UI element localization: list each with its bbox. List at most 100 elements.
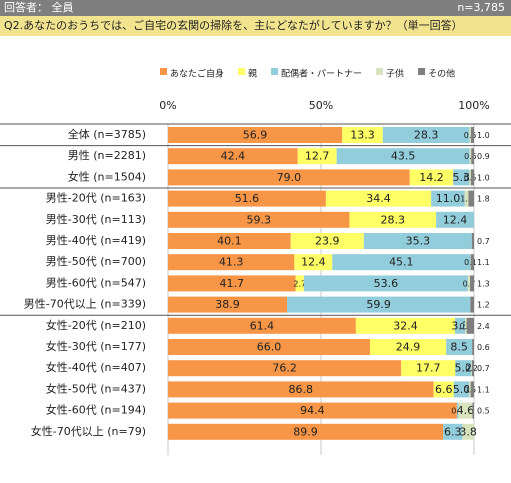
row-label: 男性-70代以上 (n=339) (24, 297, 146, 311)
bar-segment (453, 169, 470, 186)
data-label: 79.0 (277, 171, 302, 184)
row-label: 女性-70代以上 (n=79) (31, 424, 146, 438)
row-label: 男性-20代 (n=163) (46, 191, 146, 205)
legend-label-3: 子供 (386, 68, 404, 80)
bar-segment (168, 317, 356, 334)
bar-segment (295, 275, 304, 292)
data-label: 11.0 (436, 192, 461, 205)
bar-segment (168, 381, 434, 398)
data-label: 0.1 (464, 258, 477, 267)
bar-segment (168, 275, 296, 292)
bar-segment (332, 254, 471, 271)
bar-segment (168, 402, 457, 419)
data-label: 4.6 (457, 404, 475, 417)
bar-segment (466, 317, 474, 334)
row-label: 男性-30代 (n=113) (46, 212, 146, 226)
data-label: 1.8 (477, 195, 490, 204)
data-label: 0.7 (463, 279, 476, 288)
bar-segment (409, 169, 454, 186)
bar-segment (325, 190, 432, 207)
legend-swatch-4 (418, 68, 426, 75)
data-label: 0.2 (465, 364, 478, 373)
bar-segment (349, 211, 437, 228)
data-label: 5.2 (455, 362, 473, 375)
x-tick-label-2: 100% (458, 99, 489, 112)
bar-segment (468, 190, 474, 207)
data-label: 35.3 (406, 235, 431, 248)
data-label: 13.3 (350, 129, 375, 142)
legend-label-0: あなたご自身 (170, 68, 224, 80)
bar-segment (446, 339, 473, 355)
row-label: 女性-30代 (n=177) (46, 339, 146, 353)
x-tick-label-1: 50% (309, 99, 333, 112)
data-label: 28.3 (381, 213, 406, 226)
bar-segment (470, 275, 474, 292)
bar-segment (470, 127, 474, 143)
data-label: 5.0 (453, 383, 471, 396)
data-label: 1.1 (477, 258, 490, 267)
data-label: 8.5 (450, 341, 468, 354)
data-label: 0.5 (464, 152, 477, 161)
data-label: 76.2 (272, 362, 297, 375)
data-label: 0.5 (477, 407, 490, 416)
bar-segment (401, 360, 456, 377)
data-label: 56.9 (243, 129, 268, 142)
data-label: 66.0 (257, 341, 282, 354)
data-label: 34.4 (366, 192, 391, 205)
bar-segment (472, 339, 474, 355)
bar-segment (303, 275, 468, 292)
data-label: 53.6 (374, 277, 399, 290)
bar-segment (471, 233, 474, 249)
row-label: 男性-50代 (n=700) (46, 254, 146, 268)
bar-segment (471, 360, 472, 377)
bar-segment (470, 296, 474, 313)
data-label: 89.9 (293, 425, 318, 438)
data-label: 32.4 (393, 319, 418, 332)
bar-segment (168, 190, 326, 207)
data-label: 59.3 (246, 213, 271, 226)
row-label: 女性-50代 (n=437) (46, 381, 146, 395)
data-label: 41.7 (220, 277, 245, 290)
row-label: 女性 (n=1504) (68, 169, 146, 183)
data-label: 24.9 (396, 341, 421, 354)
legend-swatch-2 (271, 68, 279, 75)
data-label: 0.5 (464, 173, 477, 182)
bar-segment (458, 402, 473, 419)
data-label: 1.2 (477, 301, 490, 310)
data-label: 1.2 (460, 195, 473, 204)
bar-segment (470, 169, 474, 186)
bar-segment (168, 127, 343, 143)
data-label: 0.5 (460, 322, 473, 331)
bar-segment (369, 339, 447, 355)
data-label: 61.4 (250, 319, 275, 332)
bar-segment (455, 360, 472, 377)
bar-segment (297, 148, 337, 165)
data-label: 1.1 (477, 385, 490, 394)
data-label: 0.7 (477, 237, 490, 246)
bar-segment (431, 190, 465, 207)
data-label: 12.4 (301, 256, 326, 269)
bar-segment (470, 254, 474, 271)
legend-label-1: 親 (248, 68, 257, 80)
bar-segment (471, 360, 474, 377)
question-bar: Q2.あなたのおうちでは、ご自宅の玄関の掃除を、主にどなたがしていますか？（単一… (0, 16, 511, 36)
bar-segment (168, 169, 410, 186)
data-label: 23.9 (315, 235, 340, 248)
bar-segment (469, 127, 471, 143)
data-label: 17.7 (416, 362, 441, 375)
data-label: 1.0 (477, 131, 490, 140)
row-label: 女性-60代 (n=194) (46, 403, 146, 417)
data-label: 0.9 (477, 152, 490, 161)
data-label: 86.8 (289, 383, 314, 396)
data-label: 43.5 (391, 150, 416, 163)
data-label: 0.6 (477, 343, 490, 352)
row-label: 女性-20代 (n=210) (46, 318, 146, 332)
bar-segment (363, 233, 472, 249)
data-label: 51.6 (235, 192, 260, 205)
bar-segment (469, 381, 471, 398)
data-label: 0.5 (464, 385, 477, 394)
legend-swatch-3 (376, 68, 384, 75)
bar-segment (467, 275, 471, 292)
bar-segment (168, 254, 295, 271)
bar-segment (168, 423, 444, 440)
